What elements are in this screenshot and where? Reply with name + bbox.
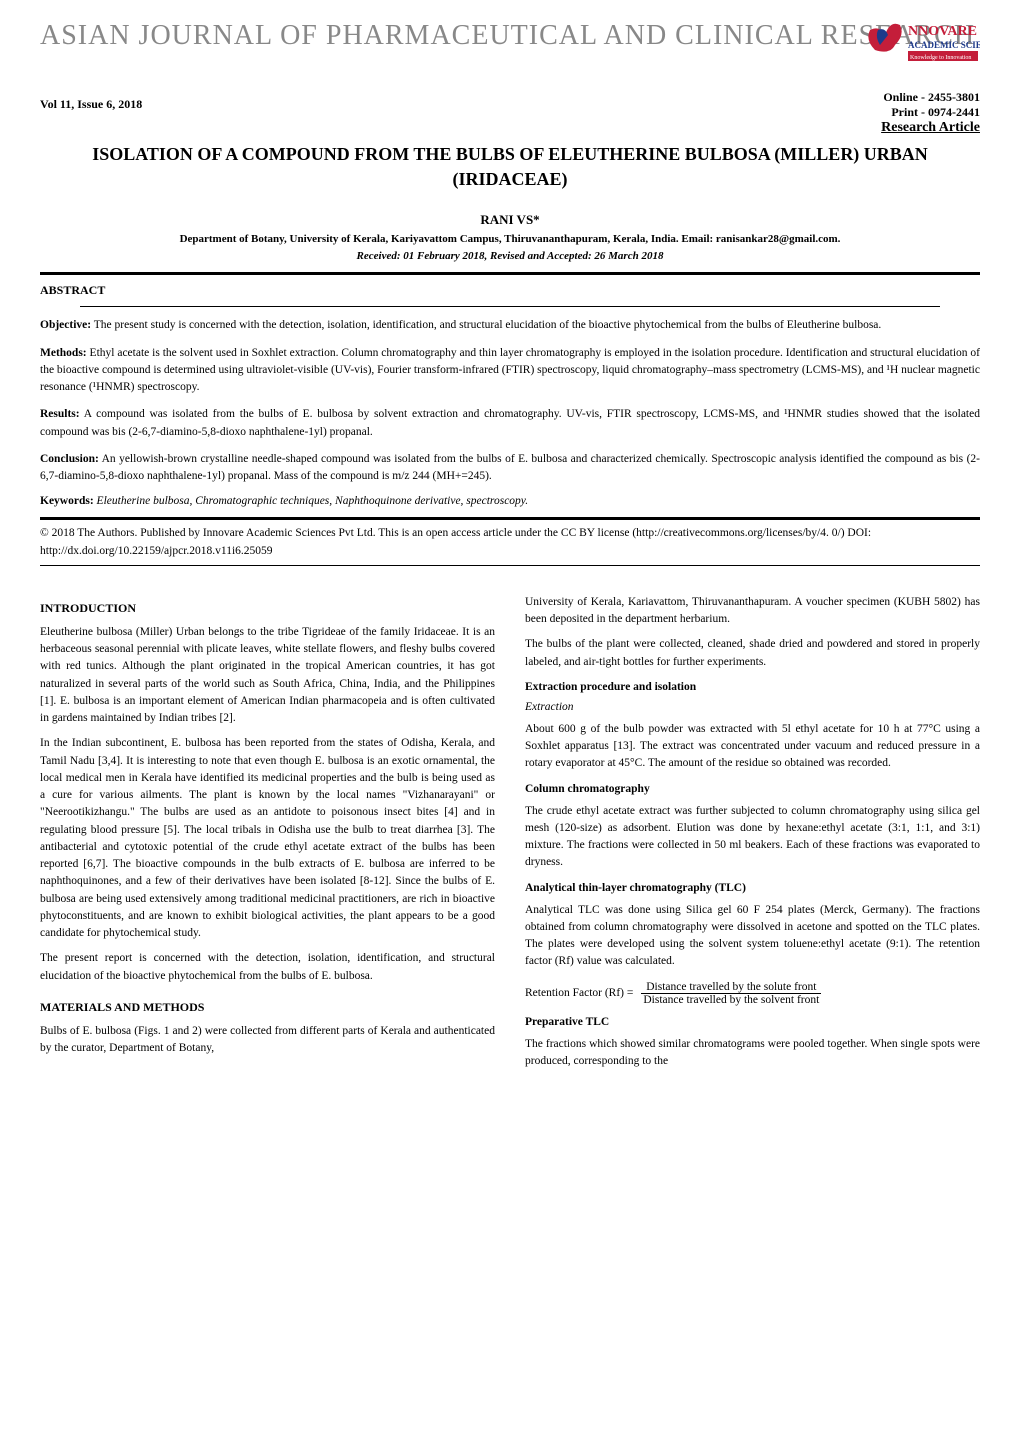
methods-text: Ethyl acetate is the solvent used in Sox… — [40, 347, 980, 394]
publisher-logo-icon: NNOVARE ACADEMIC SCIENCES Knowledge to I… — [860, 15, 980, 85]
preparative-tlc-paragraph: The fractions which showed similar chrom… — [525, 1036, 980, 1071]
column-chrom-heading: Column chromatography — [525, 783, 980, 795]
materials-paragraph-1: Bulbs of E. bulbosa (Figs. 1 and 2) were… — [40, 1023, 495, 1058]
issue-info: Vol 11, Issue 6, 2018 — [40, 97, 980, 112]
divider — [40, 272, 980, 275]
methods-label: Methods: — [40, 347, 87, 359]
publisher-logo-block: NNOVARE ACADEMIC SCIENCES Knowledge to I… — [860, 15, 980, 136]
abstract-section: ABSTRACT Objective: The present study is… — [40, 283, 980, 507]
materials-heading: MATERIALS AND METHODS — [40, 1000, 495, 1015]
divider — [40, 565, 980, 566]
objective-text: The present study is concerned with the … — [94, 319, 882, 331]
journal-title: ASIAN JOURNAL OF PHARMACEUTICAL AND CLIN… — [40, 20, 980, 52]
conclusion-text: An yellowish-brown crystalline needle-sh… — [40, 453, 980, 482]
online-issn: Online - 2455-3801 — [860, 90, 980, 105]
intro-paragraph-2: In the Indian subcontinent, E. bulbosa h… — [40, 735, 495, 942]
abstract-methods: Methods: Ethyl acetate is the solvent us… — [40, 345, 980, 397]
analytical-tlc-paragraph: Analytical TLC was done using Silica gel… — [525, 902, 980, 971]
body-columns: INTRODUCTION Eleutherine bulbosa (Miller… — [40, 586, 980, 1078]
article-dates: Received: 01 February 2018, Revised and … — [40, 250, 980, 262]
keywords-line: Keywords: Eleutherine bulbosa, Chromatog… — [40, 495, 980, 507]
license-text: © 2018 The Authors. Published by Innovar… — [40, 525, 980, 560]
article-type: Research Article — [860, 120, 980, 136]
svg-text:Knowledge to Innovation: Knowledge to Innovation — [910, 55, 971, 61]
formula-fraction: Distance travelled by the solute front D… — [638, 981, 824, 1006]
preparative-tlc-heading: Preparative TLC — [525, 1016, 980, 1028]
abstract-heading: ABSTRACT — [40, 283, 980, 298]
right-paragraph-1: University of Kerala, Kariavattom, Thiru… — [525, 594, 980, 629]
left-column: INTRODUCTION Eleutherine bulbosa (Miller… — [40, 586, 495, 1078]
abstract-results: Results: A compound was isolated from th… — [40, 406, 980, 441]
print-issn: Print - 0974-2441 — [860, 105, 980, 120]
extraction-paragraph: About 600 g of the bulb powder was extra… — [525, 721, 980, 773]
svg-text:NNOVARE: NNOVARE — [908, 24, 977, 39]
abstract-objective: Objective: The present study is concerne… — [40, 317, 980, 334]
right-paragraph-2: The bulbs of the plant were collected, c… — [525, 636, 980, 671]
author-affiliation: Department of Botany, University of Kera… — [40, 233, 980, 245]
keywords-label: Keywords: — [40, 495, 94, 507]
conclusion-label: Conclusion: — [40, 453, 99, 465]
column-chrom-paragraph: The crude ethyl acetate extract was furt… — [525, 803, 980, 872]
intro-paragraph-3: The present report is concerned with the… — [40, 950, 495, 985]
divider — [80, 306, 940, 307]
keywords-text: Eleutherine bulbosa, Chromatographic tec… — [97, 495, 529, 507]
extraction-subheading: Extraction — [525, 701, 980, 713]
introduction-heading: INTRODUCTION — [40, 601, 495, 616]
formula-denominator: Distance travelled by the solvent front — [638, 994, 824, 1006]
article-title: ISOLATION OF A COMPOUND FROM THE BULBS O… — [40, 142, 980, 192]
analytical-tlc-heading: Analytical thin-layer chromatography (TL… — [525, 882, 980, 894]
svg-text:ACADEMIC SCIENCES: ACADEMIC SCIENCES — [908, 40, 980, 50]
formula-label: Retention Factor (Rf) = — [525, 987, 633, 999]
formula-numerator: Distance travelled by the solute front — [641, 981, 821, 994]
results-label: Results: — [40, 408, 80, 420]
header-region: ASIAN JOURNAL OF PHARMACEUTICAL AND CLIN… — [0, 0, 1020, 122]
retention-factor-formula: Retention Factor (Rf) = Distance travell… — [525, 981, 980, 1006]
results-text: A compound was isolated from the bulbs o… — [40, 408, 980, 437]
right-column: University of Kerala, Kariavattom, Thiru… — [525, 586, 980, 1078]
objective-label: Objective: — [40, 319, 91, 331]
intro-paragraph-1: Eleutherine bulbosa (Miller) Urban belon… — [40, 624, 495, 728]
extraction-heading: Extraction procedure and isolation — [525, 681, 980, 693]
author-name: RANI VS* — [0, 212, 1020, 228]
abstract-conclusion: Conclusion: An yellowish-brown crystalli… — [40, 451, 980, 486]
divider — [40, 517, 980, 520]
